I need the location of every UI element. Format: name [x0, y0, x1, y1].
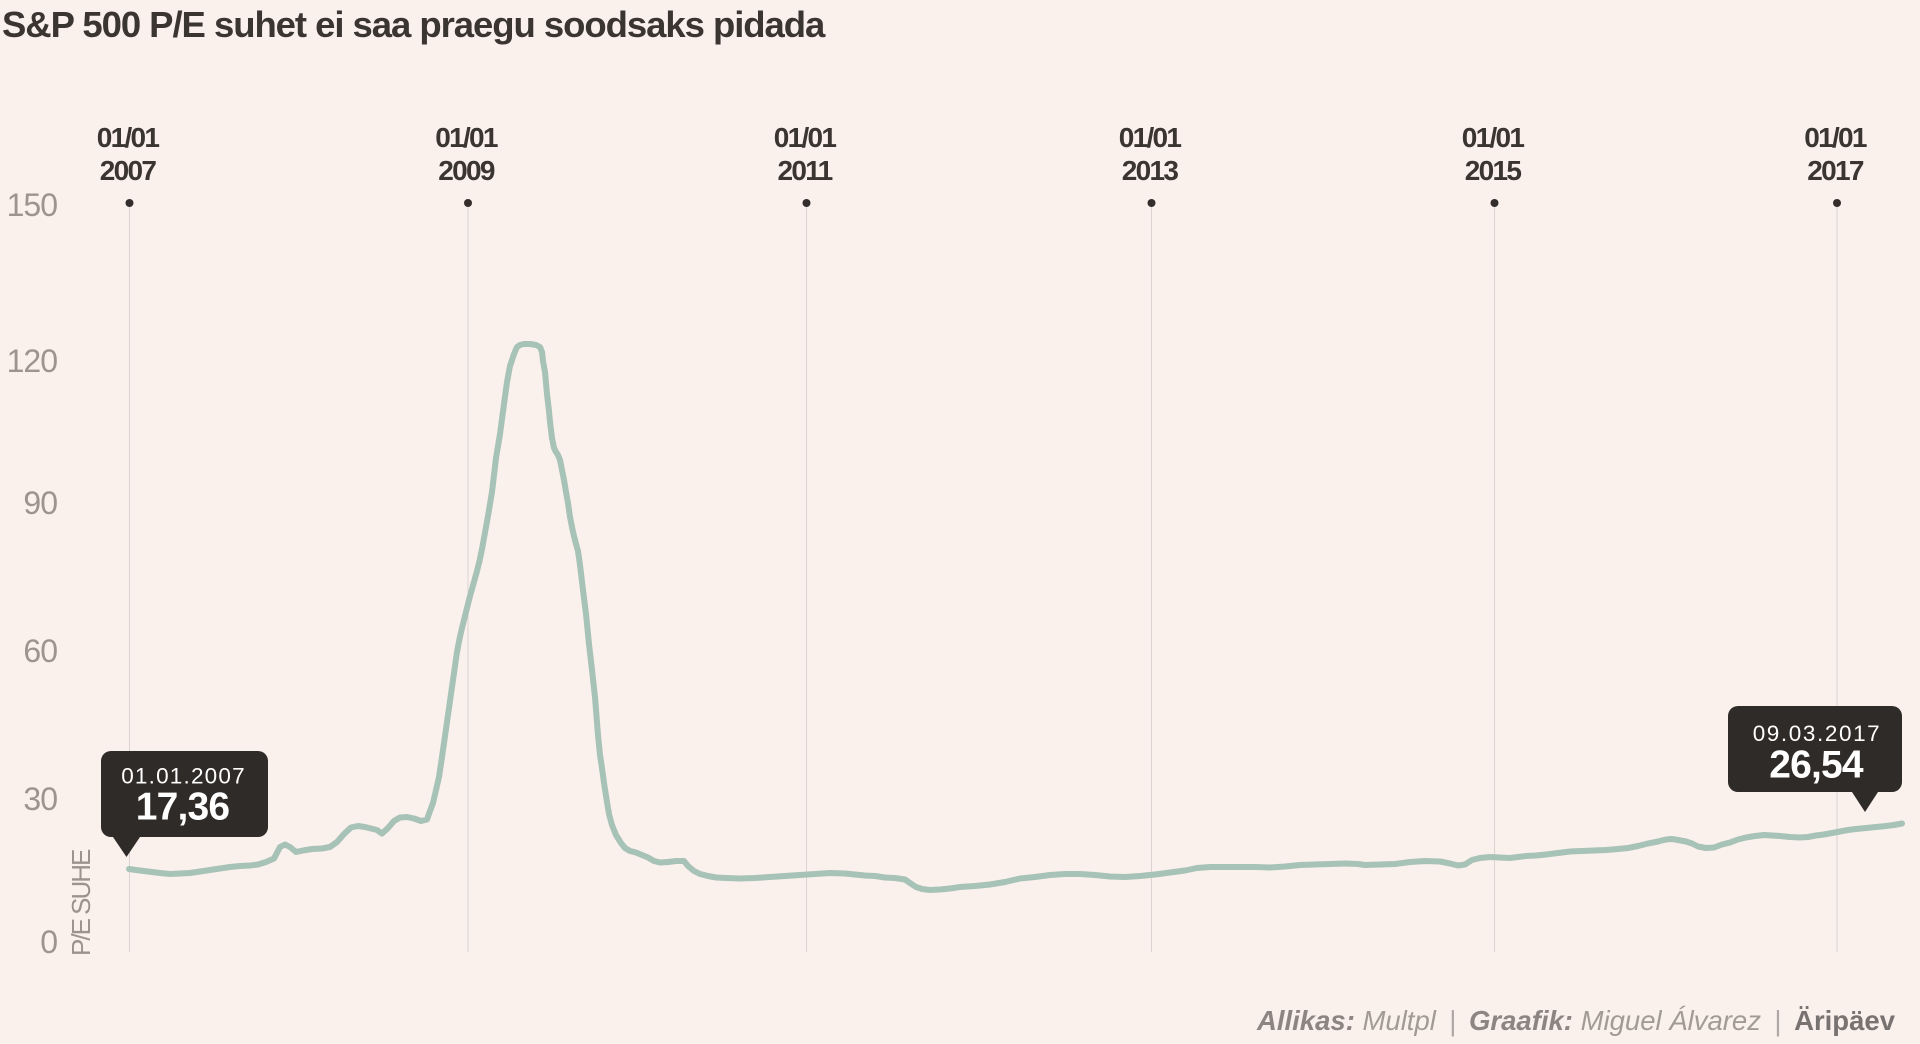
svg-text:09.03.2017: 09.03.2017 — [1753, 721, 1882, 746]
svg-text:26,54: 26,54 — [1769, 744, 1864, 787]
svg-text:17,36: 17,36 — [136, 786, 230, 829]
svg-text:01.01.2007: 01.01.2007 — [121, 764, 246, 789]
